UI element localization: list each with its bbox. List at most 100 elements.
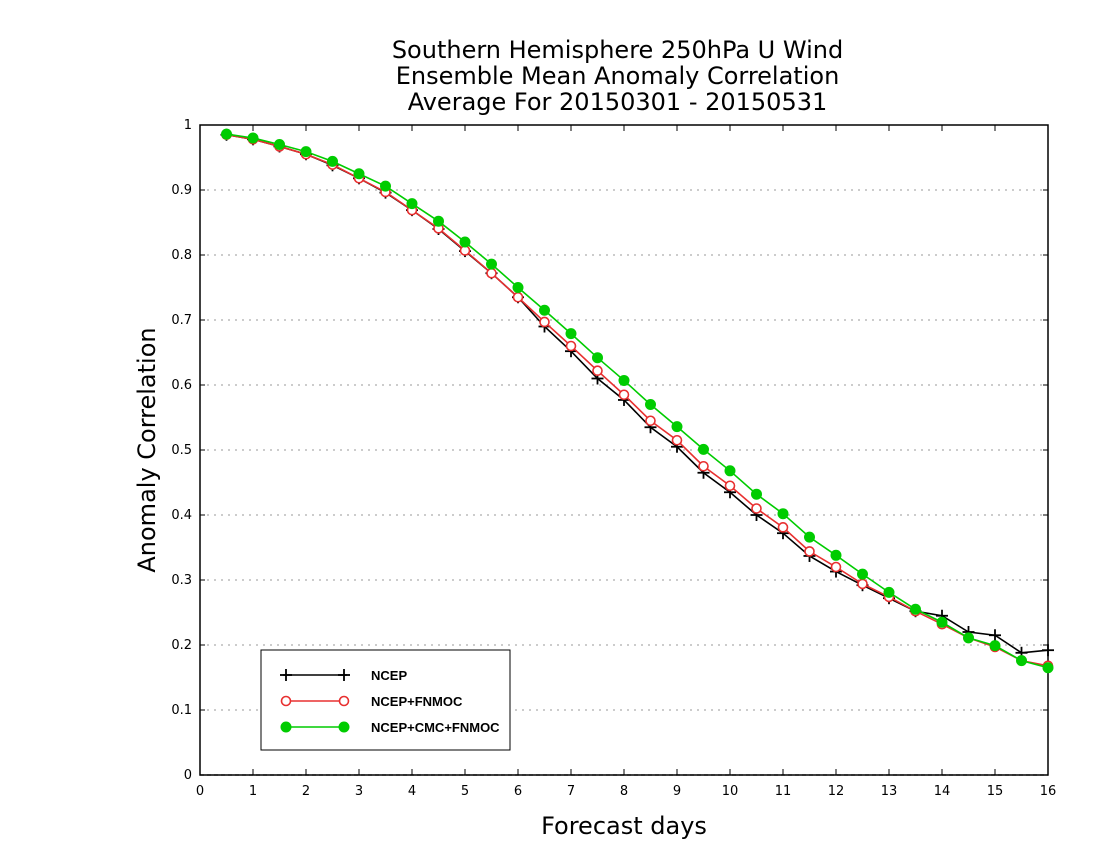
data-point xyxy=(221,128,232,140)
legend: NCEP NCEP+FNMOC NCEP+CMC+FNMOC xyxy=(260,649,511,751)
data-point xyxy=(671,434,683,446)
data-point xyxy=(724,480,736,492)
series-line xyxy=(226,133,1049,667)
y-tick-label: 0.2 xyxy=(171,638,192,653)
series-ncep-cmc-fnmoc xyxy=(221,128,1054,674)
legend-box xyxy=(260,649,511,751)
x-tick-label: 9 xyxy=(673,784,681,799)
data-point xyxy=(592,352,603,364)
y-tick-label: 0 xyxy=(184,768,192,783)
y-tick-label: 0.6 xyxy=(171,378,192,393)
data-point xyxy=(618,389,630,401)
data-point xyxy=(671,421,683,433)
data-point xyxy=(804,546,815,557)
x-tick-label: 7 xyxy=(567,784,575,799)
data-point xyxy=(698,443,709,455)
x-tick-label: 1 xyxy=(249,784,257,799)
legend-marker xyxy=(338,669,350,681)
y-axis-ticks: 0 0.1 0.2 0.3 0.4 0.5 0.6 0.7 0.8 0.9 1 xyxy=(171,118,1048,783)
chart-title-line-1: Southern Hemisphere 250hPa U Wind xyxy=(391,36,844,64)
y-tick-label: 1 xyxy=(184,118,192,133)
series-line xyxy=(226,133,1049,669)
x-tick-label: 12 xyxy=(828,784,845,799)
y-tick-label: 0.4 xyxy=(171,508,192,523)
data-point xyxy=(565,340,577,352)
legend-label: NCEP+FNMOC xyxy=(371,694,463,709)
data-point xyxy=(565,328,577,340)
data-point xyxy=(804,531,815,543)
data-point xyxy=(353,168,365,180)
x-tick-label: 15 xyxy=(987,784,1004,799)
x-tick-label: 13 xyxy=(881,784,898,799)
data-point xyxy=(512,291,524,303)
data-point xyxy=(539,316,550,328)
x-tick-label: 3 xyxy=(355,784,363,799)
data-point xyxy=(857,578,868,590)
data-point xyxy=(380,180,391,192)
x-tick-label: 6 xyxy=(514,784,522,799)
data-point xyxy=(883,586,895,598)
data-point xyxy=(1042,662,1054,674)
data-point xyxy=(327,155,338,167)
data-point xyxy=(406,198,418,210)
legend-label: NCEP xyxy=(371,668,407,683)
x-tick-label: 0 xyxy=(196,784,204,799)
data-point xyxy=(618,374,630,386)
x-tick-label: 8 xyxy=(620,784,628,799)
x-tick-label: 10 xyxy=(722,784,739,799)
data-point xyxy=(512,282,524,293)
data-point xyxy=(751,488,762,500)
chart-title-line-3: Average For 20150301 - 20150531 xyxy=(407,88,828,116)
series-layer xyxy=(220,128,1054,674)
data-point xyxy=(910,603,921,615)
data-point xyxy=(777,508,789,520)
data-point xyxy=(1042,644,1054,657)
legend-label: NCEP+CMC+FNMOC xyxy=(371,720,500,735)
data-point xyxy=(751,503,762,514)
x-tick-label: 5 xyxy=(461,784,469,799)
legend-marker xyxy=(338,721,350,733)
series-ncep xyxy=(220,128,1054,659)
y-tick-label: 0.1 xyxy=(171,703,192,718)
data-point xyxy=(1016,655,1027,667)
y-tick-label: 0.8 xyxy=(171,248,192,263)
x-tick-label: 2 xyxy=(302,784,310,799)
y-axis-label: Anomaly Correlation xyxy=(133,327,161,572)
data-point xyxy=(486,267,497,279)
data-point xyxy=(433,215,444,227)
data-point xyxy=(989,640,1001,652)
x-axis-ticks: 0 1 2 3 4 5 6 7 8 9 10 11 12 13 14 15 16 xyxy=(196,125,1056,799)
data-point xyxy=(645,399,656,410)
x-tick-label: 4 xyxy=(408,784,416,799)
data-point xyxy=(777,522,789,533)
data-point xyxy=(539,304,550,316)
y-tick-label: 0.3 xyxy=(171,573,192,588)
data-point xyxy=(486,258,497,270)
y-tick-label: 0.5 xyxy=(171,443,192,458)
data-point xyxy=(247,132,259,144)
data-point xyxy=(724,465,736,477)
series-ncep-fnmoc xyxy=(221,129,1054,672)
data-point xyxy=(274,139,285,150)
data-point xyxy=(857,568,868,580)
legend-marker xyxy=(338,695,350,707)
data-point xyxy=(592,365,603,377)
legend-marker xyxy=(280,669,292,681)
data-point xyxy=(963,632,974,644)
y-tick-label: 0.7 xyxy=(171,313,192,328)
x-tick-label: 14 xyxy=(934,784,951,799)
y-tick-label: 0.9 xyxy=(171,183,192,198)
data-point xyxy=(645,415,656,427)
x-axis-label: Forecast days xyxy=(541,812,707,840)
data-point xyxy=(300,146,312,158)
legend-marker xyxy=(280,695,292,707)
data-point xyxy=(830,561,842,573)
series-line xyxy=(226,133,1049,654)
data-point xyxy=(936,616,948,628)
x-tick-label: 16 xyxy=(1040,784,1057,799)
x-tick-label: 11 xyxy=(775,784,792,799)
data-point xyxy=(830,549,842,561)
data-point xyxy=(459,236,471,248)
data-point xyxy=(989,629,1001,642)
